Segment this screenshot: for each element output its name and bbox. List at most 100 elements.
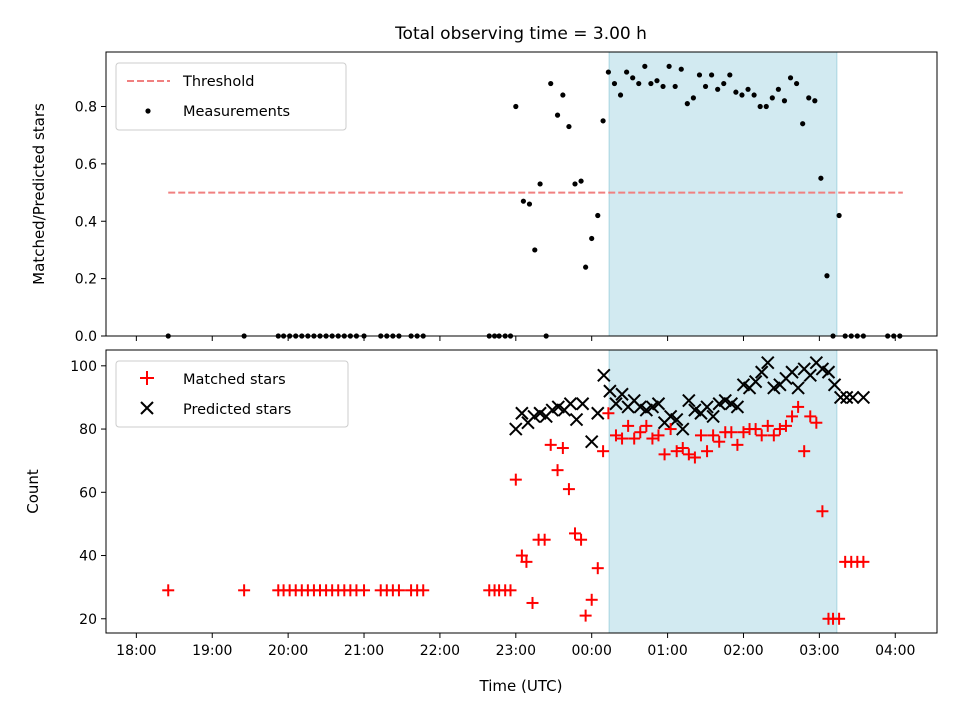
matched-point [162,584,175,597]
chart-title: Total observing time = 3.00 h [394,24,647,44]
measurement-point [672,83,678,90]
matched-point [725,426,738,439]
x-tick-label: 22:00 [420,643,460,659]
measurement-point [684,101,690,107]
matched-point [694,429,707,442]
matched-point [713,435,726,448]
matched-point [616,432,629,445]
matched-point [504,584,517,597]
measurement-point [800,121,806,127]
y-tick-label: 100 [70,359,97,375]
measurement-point [526,201,533,207]
predicted-point [839,390,854,405]
matched-point [585,593,598,606]
measurement-point [548,80,554,87]
predicted-point [700,400,714,414]
matched-point [707,429,720,442]
matched-point [652,429,665,442]
matched-point [810,416,823,429]
matched-point [526,596,539,609]
matched-point [640,419,653,432]
measurement-point [781,98,788,104]
x-axis-label: Time (UTC) [479,677,563,695]
x-tick-label: 01:00 [647,643,687,659]
measurement-point [678,66,684,72]
top-plot-frame [105,51,938,337]
matched-point [622,419,635,432]
measurement-point [794,80,800,87]
predicted-point [821,365,836,379]
predicted-point [856,390,871,405]
matched-point [779,419,792,432]
bottom-panel: 18:00 19:00 20:00 21:00 22:00 23:00 00:00 01:00… [24,349,938,695]
top-legend-box [115,62,347,131]
matched-point [688,451,701,464]
predicted-point [597,368,611,383]
y-tick-label: 0.4 [75,214,97,230]
measurement-point [806,95,812,101]
predicted-point [785,365,799,379]
bottom-legend-box [115,360,349,428]
bottom-predicted-points [509,355,871,449]
matched-point [562,483,575,496]
matched-point [749,423,762,436]
measurement-point [836,212,842,219]
x-tick-label: 20:00 [268,643,308,659]
x-tick-label: 02:00 [723,643,763,659]
matched-point [682,448,695,461]
measurement-point [727,72,733,78]
matched-point [634,426,647,439]
bottom-plot-frame [105,349,938,634]
matched-point [569,527,582,540]
measurement-point [733,89,739,95]
matched-point [773,423,786,436]
legend-matched-swatch [140,371,154,385]
predicted-point [846,390,860,405]
top-shaded-interval [608,51,838,337]
matched-point [544,438,557,451]
predicted-point [748,374,763,389]
predicted-point [803,368,817,383]
y-tick-label: 40 [79,549,97,565]
predicted-point [509,422,523,436]
measurement-point [751,92,757,98]
measurement-point [654,78,660,84]
legend-predicted-label: Predicted stars [183,402,291,418]
predicted-point [730,400,745,414]
matched-point [392,584,405,597]
measurement-point [636,80,642,87]
measurement-point [578,178,584,184]
bottom-y-ticks: 20 40 60 80 100 [70,359,106,628]
matched-point [701,445,714,458]
predicted-point [575,397,590,411]
matched-point [417,584,430,597]
predicted-point [833,390,848,405]
measurement-point [812,98,818,104]
x-tick-label: 23:00 [496,643,536,659]
matched-point [670,445,683,458]
predicted-point [563,397,578,411]
top-panel: 0.00.20.40.60.8 Matched/Predicted stars … [30,51,938,345]
bottom-y-axis-label: Count [24,469,42,514]
bottom-x-ticks: 18:00 19:00 20:00 21:00 22:00 23:00 00:00 01:00… [116,633,915,659]
measurement-point [572,181,578,187]
measurement-point [617,92,624,98]
matched-point [646,432,659,445]
top-y-axis-label: Matched/Predicted stars [30,103,48,285]
matched-point [767,429,780,442]
y-tick-label: 60 [79,485,97,501]
x-tick-label: 21:00 [344,643,384,659]
measurement-point [648,80,654,87]
matched-point [520,555,533,568]
legend-measurements-swatch [145,108,151,114]
predicted-point [609,397,623,411]
y-tick-label: 0.2 [75,272,97,288]
matched-point [798,445,811,458]
measurement-point [745,86,751,92]
bottom-legend: Matched stars Predicted stars [115,360,349,428]
measurement-point [589,235,595,242]
measurement-point [660,83,666,90]
measurement-point [824,273,830,279]
top-legend: Threshold Measurements [115,62,347,131]
measurement-point [554,112,561,118]
